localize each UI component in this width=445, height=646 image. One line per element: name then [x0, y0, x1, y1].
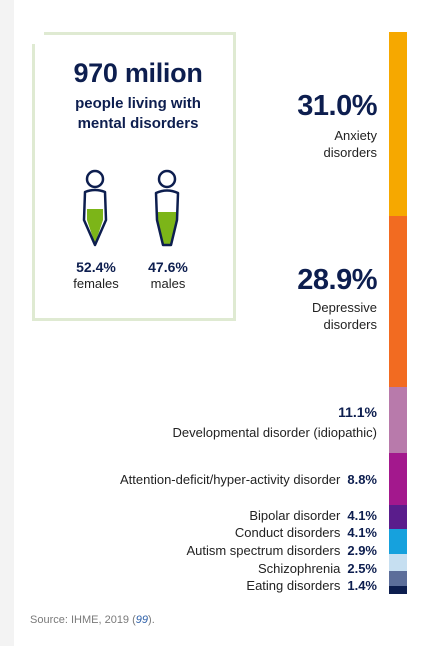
male-icon — [154, 169, 180, 247]
bar-segment-depressive-disorders — [389, 215, 407, 388]
bipolar-percent: 4.1% — [347, 508, 377, 523]
female-label: females — [73, 276, 119, 291]
eating-label: Eating disorders — [246, 578, 341, 593]
depressive-percent: 28.9% — [297, 264, 377, 296]
depressive-label-line-1: Depressive — [311, 300, 377, 315]
developmental-label: Developmental disorder (idiopathic) — [172, 425, 378, 440]
schizophrenia-percent: 2.5% — [347, 561, 377, 576]
anxiety-label: Anxiety disorders — [227, 127, 377, 161]
source-prefix: Source: IHME, 2019 ( — [30, 614, 136, 626]
eating-percent: 1.4% — [347, 578, 377, 593]
conduct-percent: 4.1% — [347, 525, 377, 540]
developmental-percent: 11.1% — [338, 404, 377, 420]
conduct-row: Conduct disorders 4.1% — [235, 525, 377, 540]
stacked-bar — [389, 32, 407, 595]
bar-segment-eating-disorders — [389, 585, 407, 595]
autism-row: Autism spectrum disorders 2.9% — [186, 543, 377, 558]
page-edge — [0, 0, 14, 646]
depressive-label: Depressive disorders — [227, 299, 377, 333]
male-label: males — [150, 276, 186, 291]
female-percent: 52.4% — [76, 259, 116, 275]
autism-label: Autism spectrum disorders — [186, 543, 341, 558]
bar-segment-developmental-disorder-idiopathic — [389, 387, 407, 454]
bar-segment-autism-spectrum-disorders — [389, 553, 407, 572]
subtitle-line-1: people living with — [75, 95, 201, 112]
adhd-label: Attention-deficit/hyper-activity disorde… — [119, 472, 341, 487]
anxiety-percent: 31.0% — [297, 90, 377, 122]
bar-segment-conduct-disorders — [389, 529, 407, 555]
female-icon — [82, 169, 108, 247]
anxiety-label-line-2: disorders — [323, 145, 377, 160]
summary-box — [32, 32, 236, 321]
source-reference-link[interactable]: 99 — [135, 614, 149, 626]
adhd-row: Attention-deficit/hyper-activity disorde… — [120, 472, 377, 487]
schizophrenia-label: Schizophrenia — [257, 561, 341, 576]
anxiety-label-line-1: Anxiety — [334, 128, 377, 143]
schizophrenia-row: Schizophrenia 2.5% — [258, 561, 377, 576]
bipolar-row: Bipolar disorder 4.1% — [249, 508, 377, 523]
subtitle-line-2: mental disorders — [77, 115, 199, 132]
bar-segment-attention-deficit-hyper-activity-disorder — [389, 452, 407, 506]
bar-segment-bipolar-disorder — [389, 505, 407, 530]
bar-segment-schizophrenia — [389, 570, 407, 587]
male-percent: 47.6% — [148, 259, 188, 275]
adhd-percent: 8.8% — [347, 472, 377, 487]
summary-box-corner — [28, 28, 44, 44]
autism-percent: 2.9% — [347, 543, 377, 558]
source-suffix: ). — [148, 614, 155, 626]
conduct-label: Conduct disorders — [234, 525, 341, 540]
summary-subtitle: people living with mental disorders — [48, 94, 228, 134]
bipolar-label: Bipolar disorder — [249, 508, 341, 523]
depressive-label-line-2: disorders — [323, 317, 377, 332]
eating-row: Eating disorders 1.4% — [246, 578, 377, 593]
source-note: Source: IHME, 2019 (99). — [30, 614, 155, 626]
bar-segment-anxiety-disorders — [389, 32, 407, 217]
total-count: 970 milion — [73, 58, 203, 88]
